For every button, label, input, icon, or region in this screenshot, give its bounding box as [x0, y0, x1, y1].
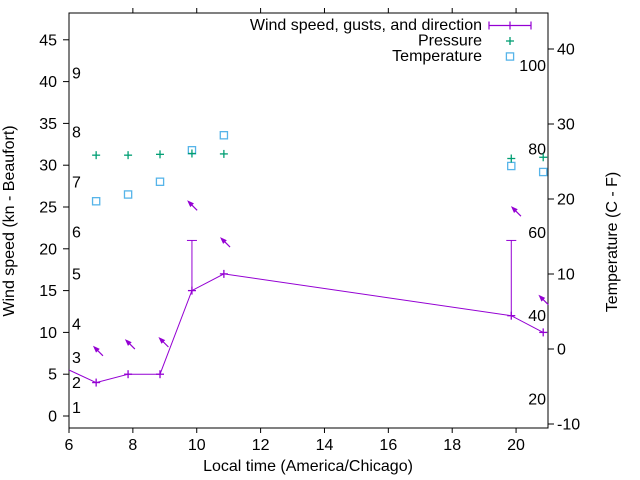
y-left-tick-label: 25	[39, 200, 57, 217]
fahrenheit-label: 80	[528, 142, 546, 159]
series-pressure	[92, 149, 548, 163]
beaufort-label: 7	[72, 174, 81, 191]
y-left-tick-label: 30	[39, 158, 57, 175]
x-axis: 6 8 10 12 14 16 18 20	[65, 8, 525, 454]
y-left-tick-label: 0	[48, 409, 57, 426]
fahrenheit-label: 100	[519, 58, 546, 75]
y-left-tick-label: 15	[39, 283, 57, 300]
legend-label: Pressure	[418, 33, 482, 50]
wind-direction-arrow	[510, 206, 522, 217]
legend-entry-temperature: Temperature	[392, 48, 515, 65]
x-tick-label: 14	[316, 437, 334, 454]
wind-direction-arrow	[92, 345, 104, 357]
y-left-tick-label: 20	[39, 241, 57, 258]
legend-label: Temperature	[392, 48, 482, 65]
x-tick-label: 20	[507, 437, 525, 454]
plot-border	[68, 12, 549, 429]
arrow-head	[158, 336, 166, 344]
fahrenheit-scale-labels: 20 40 60 80 100	[519, 58, 546, 408]
temperature-point	[91, 196, 101, 206]
pressure-point	[124, 151, 133, 160]
x-tick-label: 16	[379, 437, 397, 454]
wind-point	[187, 286, 196, 295]
legend-label: Wind speed, gusts, and direction	[250, 17, 482, 34]
wind-point	[507, 311, 516, 320]
y-left-axis: 0 5 10 15 20 25 30 35 40 45	[39, 32, 69, 426]
y-right-tick-label: 40	[557, 42, 575, 59]
wind-point	[539, 328, 548, 337]
arrow-head	[124, 339, 132, 346]
pressure-point	[92, 151, 101, 160]
beaufort-label: 9	[72, 66, 81, 83]
x-tick-label: 10	[188, 437, 206, 454]
temperature-point	[219, 130, 229, 140]
y-left-axis-title: Wind speed (kn - Beaufort)	[1, 125, 18, 316]
wind-point	[92, 378, 101, 387]
beaufort-label: 2	[72, 375, 81, 392]
legend-entry-wind: Wind speed, gusts, and direction	[250, 17, 532, 34]
beaufort-label: 6	[72, 225, 81, 242]
fahrenheit-label: 40	[528, 308, 546, 325]
legend: Wind speed, gusts, and directionPressure…	[250, 17, 532, 65]
temperature-point	[538, 167, 548, 177]
y-right-tick-label: 30	[557, 117, 575, 134]
y-left-tick-label: 35	[39, 116, 57, 133]
y-right-tick-label: -10	[557, 417, 580, 434]
arrow-head	[187, 200, 194, 208]
beaufort-label: 8	[72, 124, 81, 141]
series-wind	[68, 200, 549, 387]
beaufort-label: 3	[72, 350, 81, 367]
pressure-point	[219, 149, 228, 158]
arrow-head	[538, 294, 546, 302]
arrow-head	[220, 237, 227, 244]
legend-square-marker	[505, 52, 515, 61]
pressure-point	[187, 149, 196, 158]
pressure-point	[156, 150, 165, 159]
temperature-point	[123, 190, 133, 199]
pressure-point	[507, 154, 516, 163]
y-right-tick-label: 20	[557, 192, 575, 209]
x-tick-label: 12	[252, 437, 270, 454]
y-left-tick-label: 40	[39, 74, 57, 91]
wind-point	[219, 269, 228, 278]
wind-direction-arrow	[538, 294, 549, 306]
wind-speed-line	[68, 273, 544, 384]
y-right-tick-label: 10	[557, 267, 575, 284]
wind-direction-arrow	[220, 237, 231, 248]
wind-direction-arrow	[187, 200, 198, 211]
x-axis-title: Local time (America/Chicago)	[203, 458, 413, 475]
y-left-tick-label: 45	[39, 32, 57, 49]
beaufort-label: 1	[72, 400, 81, 417]
x-tick-label: 6	[65, 437, 74, 454]
wind-point	[156, 370, 165, 379]
temperature-point	[507, 161, 516, 171]
fahrenheit-label: 20	[528, 392, 546, 409]
series-temperature	[91, 130, 548, 206]
beaufort-scale-labels: 1 2 3 4 5 6 7 8 9	[72, 66, 81, 417]
beaufort-label: 5	[72, 266, 81, 283]
pressure-point	[539, 153, 548, 162]
y-right-axis: -10 0 10 20 30 40	[548, 42, 580, 434]
y-right-tick-label: 0	[557, 342, 566, 359]
beaufort-label: 4	[72, 317, 81, 334]
x-tick-label: 8	[128, 437, 137, 454]
fahrenheit-label: 60	[528, 225, 546, 242]
y-left-tick-label: 10	[39, 325, 57, 342]
legend-entry-pressure: Pressure	[418, 33, 514, 50]
wind-point	[124, 370, 133, 379]
y-left-tick-label: 5	[48, 367, 57, 384]
y-right-axis-title: Temperature (C - F)	[604, 172, 621, 312]
x-tick-label: 18	[443, 437, 461, 454]
arrow-head	[510, 206, 518, 213]
temperature-point	[155, 177, 165, 186]
legend-plus-marker	[506, 37, 514, 45]
arrow-head	[92, 345, 100, 353]
wind-direction-arrow	[124, 339, 136, 350]
wind-direction-arrow	[158, 336, 169, 348]
